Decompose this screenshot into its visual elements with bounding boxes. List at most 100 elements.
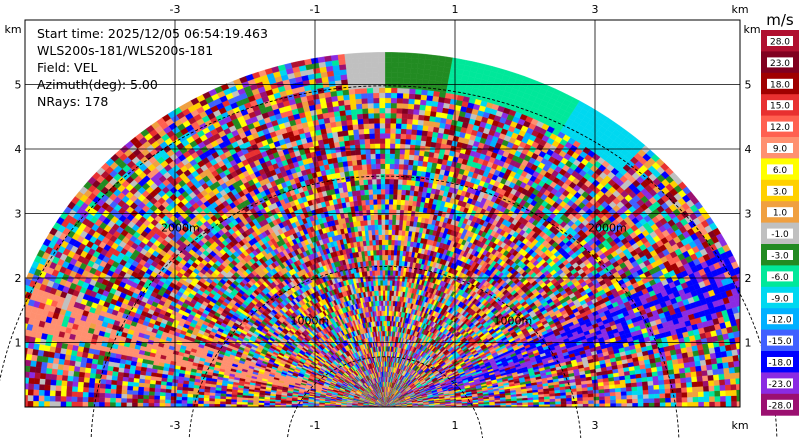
velocity-cell [686,381,693,388]
velocity-cell [663,378,671,385]
velocity-cell [615,391,622,396]
velocity-cell [729,372,736,380]
velocity-cell [588,400,595,404]
velocity-cell [588,403,595,407]
velocity-cell [719,390,726,397]
velocity-cell [681,387,688,393]
velocity-cell [697,386,704,392]
velocity-cell [733,360,740,368]
velocity-cell [742,304,749,311]
velocity-cell [626,390,633,396]
velocity-cell [694,360,701,367]
velocity-cell [742,323,749,330]
velocity-cell [730,383,737,391]
velocity-cell [691,381,698,388]
velocity-cell [748,302,755,309]
velocity-cell [692,391,699,398]
velocity-cell [692,386,699,393]
velocity-cell [664,383,671,389]
velocity-cell [674,373,681,379]
velocity-cell [703,385,710,392]
velocity-cell [619,379,626,385]
velocity-cell [698,401,705,407]
velocity-cell [697,391,704,397]
velocity-cell [689,366,697,373]
velocity-cell [676,402,683,407]
velocity-cell [700,364,708,371]
velocity-cell [742,401,748,407]
velocity-cell [747,377,753,383]
velocity-cell [571,397,578,402]
velocity-cell [714,395,721,402]
velocity-cell [732,354,740,362]
velocity-cell [632,402,639,407]
velocity-cell [708,390,715,397]
velocity-cell [630,382,638,388]
velocity-cell [719,384,726,391]
velocity-cell [673,368,680,375]
velocity-cell [637,394,644,399]
velocity-cell [695,365,702,372]
velocity-cell [636,385,644,391]
velocity-cell [625,378,632,384]
velocity-cell [511,402,518,406]
velocity-cell [631,390,638,396]
velocity-cell [723,367,730,374]
velocity-cell [692,401,699,407]
velocity-cell [690,371,697,378]
velocity-cell [739,366,740,370]
velocity-cell [742,383,748,389]
velocity-cell [610,403,617,407]
velocity-cell [751,334,758,341]
velocity-cell [653,393,660,399]
velocity-cell [653,384,660,390]
velocity-cell [724,378,731,385]
velocity-cell [554,395,561,399]
velocity-cell [566,400,573,405]
velocity-cell [748,322,755,329]
velocity-cell [533,399,540,403]
velocity-cell [702,375,709,382]
velocity-cell [728,366,736,374]
velocity-cell [692,396,699,403]
velocity-cell [699,359,707,366]
velocity-cell [713,374,720,381]
velocity-cell [698,396,705,403]
velocity-cell [701,370,708,377]
velocity-cell [652,380,660,386]
velocity-cell [719,379,726,386]
velocity-cell [582,393,589,398]
velocity-cell [511,400,518,404]
velocity-cell [648,402,655,407]
velocity-cell [632,394,638,400]
velocity-cell [555,401,562,405]
velocity-cell [647,380,654,386]
velocity-cell [615,399,622,404]
velocity-cell [643,402,650,407]
velocity-cell [565,394,572,399]
velocity-cell [615,395,622,400]
velocity-cell [710,357,718,365]
velocity-cell [631,386,638,392]
velocity-cell [741,317,748,324]
velocity-cell [748,395,754,401]
velocity-cell [549,398,556,402]
velocity-cell [549,401,556,405]
velocity-cell [727,361,735,368]
velocity-cell [641,376,648,382]
velocity-cell [731,401,738,407]
velocity-cell [688,361,696,368]
velocity-cell [708,385,715,392]
velocity-cell [620,383,627,388]
velocity-cell [709,396,716,402]
velocity-cell [614,387,622,393]
velocity-cell [734,299,740,307]
velocity-cell [750,308,757,315]
velocity-cell [620,391,627,396]
velocity-cell [560,400,567,405]
velocity-cell [714,401,721,407]
velocity-cell [697,380,704,387]
velocity-cell [679,372,686,379]
velocity-cell [642,385,649,391]
